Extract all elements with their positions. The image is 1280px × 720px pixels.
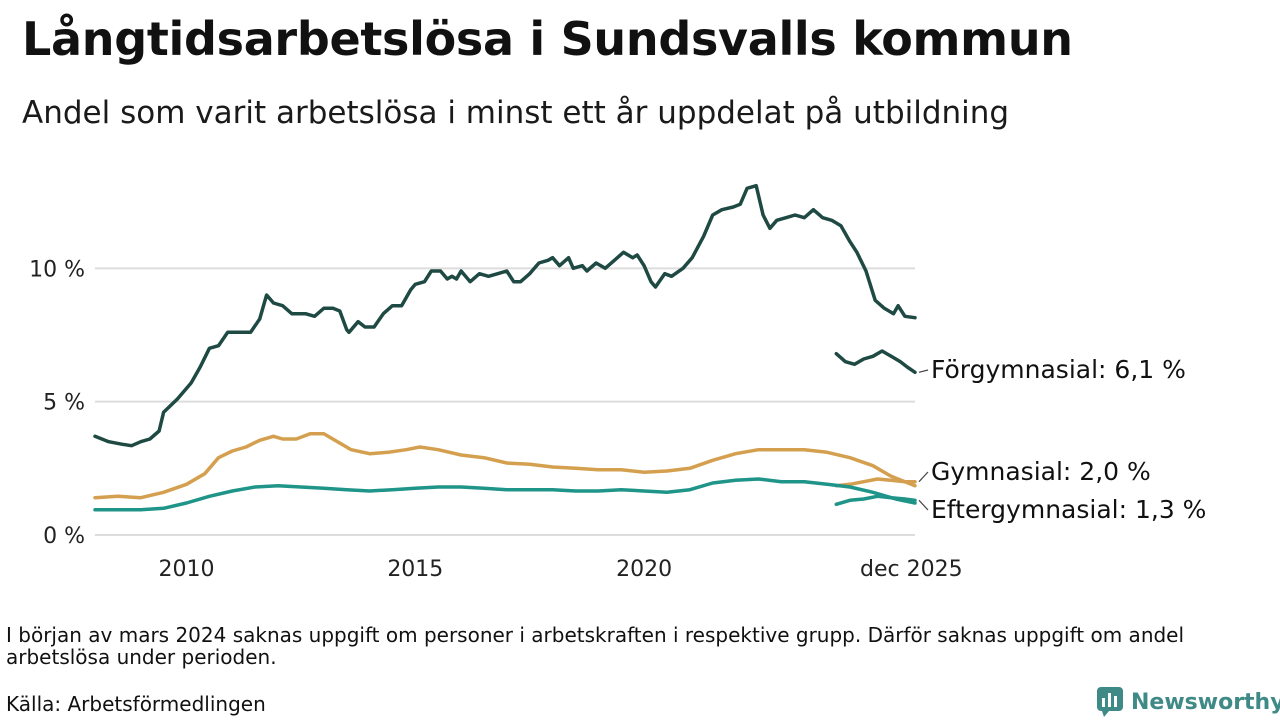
series-label-connector [918, 499, 929, 511]
series-label-eftergymnasial: Eftergymnasial: 1,3 % [931, 495, 1206, 524]
series-label-forgymnasial: Förgymnasial: 6,1 % [931, 355, 1186, 384]
y-tick-label: 10 % [29, 257, 85, 282]
x-tick-label: 2020 [616, 557, 672, 582]
x-tick-label: 2010 [159, 557, 215, 582]
series-line-gymnasial [93, 431, 917, 500]
series-label-gymnasial: Gymnasial: 2,0 % [931, 457, 1151, 486]
chart-title: Långtidsarbetslösa i Sundsvalls kommun [22, 12, 1073, 66]
x-tick-label: dec 2025 [860, 557, 963, 582]
newsworthy-chart-icon [1097, 687, 1123, 717]
y-tick-label: 5 % [43, 391, 85, 416]
x-tick-label: 2015 [387, 557, 443, 582]
series-line-gymnasial-after-gap [834, 477, 917, 488]
series-label-connector [918, 369, 929, 373]
y-tick-label: 0 % [43, 524, 85, 549]
brand-name: Newsworthy [1131, 689, 1280, 715]
series-line-eftergymnasial [93, 477, 917, 512]
source-credit: Källa: Arbetsförmedlingen [6, 692, 266, 716]
chart-subtitle: Andel som varit arbetslösa i minst ett å… [22, 95, 1010, 131]
series-line-forgymnasial [93, 183, 917, 448]
footnote: I början av mars 2024 saknas uppgift om … [6, 623, 1185, 669]
series-line-eftergymnasial-after-gap [834, 494, 917, 507]
newsworthy-logo: Newsworthy [1097, 685, 1280, 719]
series-line-forgymnasial-after-gap [834, 349, 917, 375]
series-label-connector [918, 471, 929, 483]
